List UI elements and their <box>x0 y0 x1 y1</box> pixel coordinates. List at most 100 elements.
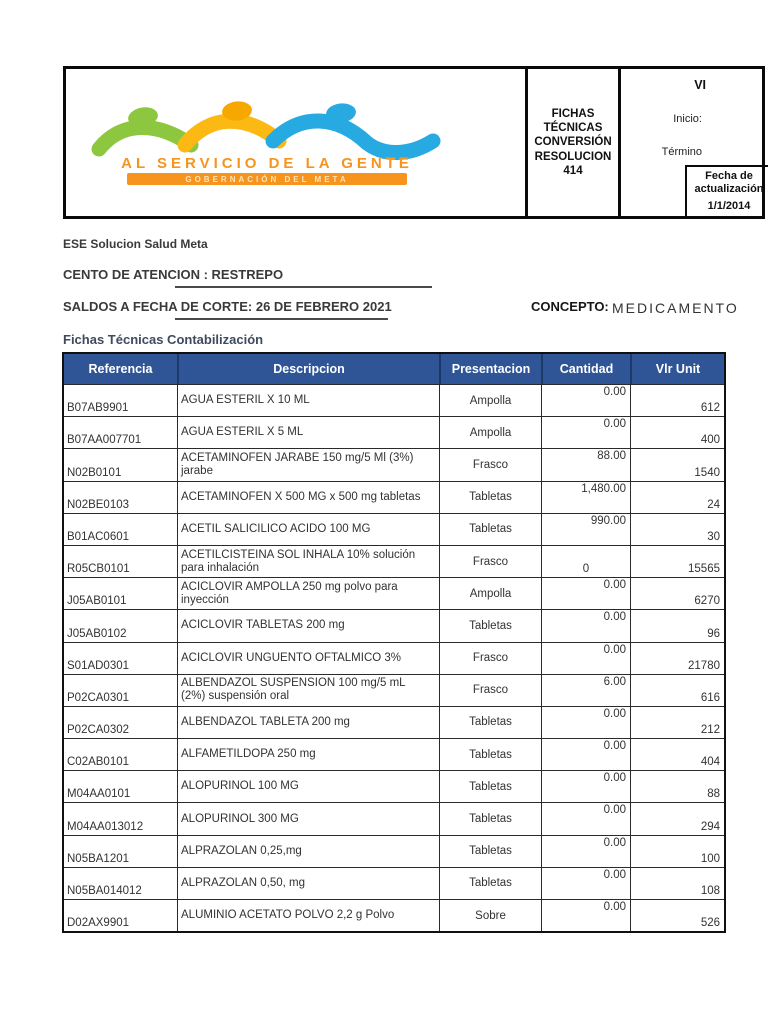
descripcion-text: ACETAMINOFEN X 500 MG x 500 mg tabletas <box>181 490 421 503</box>
cell-cantidad: 1,480.00 <box>541 480 630 513</box>
vlr-unit-value: 96 <box>707 627 720 640</box>
cell-referencia: P02CA0301 <box>64 673 177 706</box>
cell-descripcion: ALBENDAZOL TABLETA 200 mg <box>177 705 439 739</box>
descripcion-text: AGUA ESTERIL X 5 ML <box>181 426 304 439</box>
vlr-unit-value: 212 <box>700 724 720 737</box>
cell-referencia: M04AA013012 <box>64 802 177 834</box>
descripcion-text: ACETILCISTEINA SOL INHALA 10% solución p… <box>181 548 416 574</box>
descripcion-text: ALFAMETILDOPA 250 mg <box>181 748 316 761</box>
cell-cantidad: 0.00 <box>541 899 630 932</box>
cell-vlr-unit: 30 <box>630 512 724 545</box>
cell-cantidad: 0.00 <box>541 641 630 674</box>
cell-presentacion: Ampolla <box>439 384 541 417</box>
cell-referencia: B07AB9901 <box>64 384 177 416</box>
cell-descripcion: ACICLOVIR TABLETAS 200 mg <box>177 609 439 642</box>
saldos-underline <box>175 318 388 320</box>
fichas-line: 414 <box>563 165 583 178</box>
cell-referencia: B07AA007701 <box>64 416 177 448</box>
cell-descripcion: ALFAMETILDOPA 250 mg <box>177 738 439 771</box>
vlr-unit-value: 24 <box>707 498 720 511</box>
cell-descripcion: ACETAMINOFEN JARABE 150 mg/5 Ml (3%) jar… <box>177 448 439 481</box>
cell-cantidad: 0.00 <box>541 416 630 449</box>
vlr-unit-value: 21780 <box>688 659 720 672</box>
cell-presentacion: Tabletas <box>439 866 541 899</box>
cell-vlr-unit: 612 <box>630 384 724 417</box>
logo-slogan: AL SERVICIO DE LA GENTE <box>121 155 413 172</box>
fecha-actualizacion-box: Fecha de actualización 1/1/2014 <box>685 165 768 216</box>
cell-vlr-unit: 88 <box>630 770 724 803</box>
cell-descripcion: ALPRAZOLAN 0,25,mg <box>177 834 439 867</box>
cell-cantidad: 0.00 <box>541 834 630 867</box>
descripcion-text: ALOPURINOL 300 MG <box>181 812 299 825</box>
letterhead-right-cell: VI Inicio: Término Fecha de actualizació… <box>621 69 768 216</box>
vigencia-truncated-label: VI <box>694 78 706 92</box>
cantidad-value: 0.00 <box>603 804 626 817</box>
vlr-unit-value: 404 <box>700 756 720 769</box>
column-header-presentacion: Presentacion <box>439 354 541 384</box>
cell-referencia: C02AB0101 <box>64 738 177 770</box>
column-header-referencia: Referencia <box>64 354 177 384</box>
concepto-value: MEDICAMENTO <box>612 300 739 316</box>
cantidad-value: 0.00 <box>603 418 626 431</box>
cantidad-value: 990.00 <box>590 514 626 527</box>
cell-presentacion: Tabletas <box>439 770 541 803</box>
centro-atencion-line: CENTO DE ATENCION : RESTREPO <box>63 267 284 282</box>
fecha-actualizacion-label: Fecha de actualización <box>694 170 764 195</box>
cantidad-value: 0.00 <box>603 643 626 656</box>
descripcion-text: ALBENDAZOL TABLETA 200 mg <box>181 716 350 729</box>
cell-vlr-unit: 96 <box>630 609 724 642</box>
cantidad-value: 0.00 <box>603 901 626 913</box>
cell-referencia: S01AD0301 <box>64 641 177 674</box>
cantidad-value: 0.00 <box>603 836 626 849</box>
vlr-unit-value: 294 <box>700 820 720 833</box>
vlr-unit-value: 1540 <box>694 466 720 479</box>
cell-cantidad: 0 <box>541 544 630 578</box>
cell-referencia: J05AB0101 <box>64 577 177 609</box>
vlr-unit-value: 15565 <box>688 563 720 576</box>
cell-descripcion: AGUA ESTERIL X 5 ML <box>177 416 439 449</box>
cantidad-value: 0.00 <box>603 386 626 398</box>
inicio-label: Inicio: <box>673 113 702 125</box>
cell-cantidad: 0.00 <box>541 866 630 899</box>
cell-presentacion: Ampolla <box>439 577 541 610</box>
cantidad-value: 0 <box>582 563 590 576</box>
cell-descripcion: ACETIL SALICILICO ACIDO 100 MG <box>177 512 439 545</box>
descripcion-text: AGUA ESTERIL X 10 ML <box>181 394 310 407</box>
cell-vlr-unit: 21780 <box>630 641 724 674</box>
centro-underline <box>175 286 432 288</box>
cell-vlr-unit: 1540 <box>630 448 724 481</box>
fichas-line: TÉCNICAS <box>543 121 603 134</box>
cell-cantidad: 0.00 <box>541 384 630 417</box>
cantidad-value: 0.00 <box>603 707 626 720</box>
descripcion-text: ALPRAZOLAN 0,50, mg <box>181 876 305 889</box>
descripcion-text: ACICLOVIR AMPOLLA 250 mg polvo para inye… <box>181 580 398 606</box>
column-header-descripcion: Descripcion <box>177 354 439 384</box>
cell-presentacion: Sobre <box>439 899 541 932</box>
vlr-unit-value: 616 <box>700 691 720 704</box>
cell-cantidad: 6.00 <box>541 673 630 706</box>
vlr-unit-value: 108 <box>700 885 720 897</box>
cell-presentacion: Frasco <box>439 544 541 578</box>
entity-name: ESE Solucion Salud Meta <box>63 237 208 251</box>
cell-presentacion: Tabletas <box>439 512 541 545</box>
descripcion-text: ALUMINIO ACETATO POLVO 2,2 g Polvo <box>181 909 395 922</box>
inventory-table: Referencia Descripcion Presentacion Cantida… <box>62 352 726 934</box>
cell-referencia: N05BA1201 <box>64 834 177 867</box>
cell-vlr-unit: 404 <box>630 738 724 771</box>
descripcion-text: ACETAMINOFEN JARABE 150 mg/5 Ml (3%) jar… <box>181 452 414 477</box>
cell-cantidad: 0.00 <box>541 577 630 610</box>
cell-descripcion: ALOPURINOL 300 MG <box>177 802 439 835</box>
vlr-unit-value: 400 <box>700 434 720 447</box>
cell-cantidad: 0.00 <box>541 738 630 771</box>
cell-presentacion: Tabletas <box>439 609 541 642</box>
letterhead: AL SERVICIO DE LA GENTE GOBERNACIÓN DEL … <box>63 66 768 219</box>
column-header-cantidad: Cantidad <box>541 354 630 384</box>
cell-presentacion: Tabletas <box>439 738 541 771</box>
cell-descripcion: AGUA ESTERIL X 10 ML <box>177 384 439 417</box>
people-swoosh-logo-icon <box>91 101 441 161</box>
descripcion-text: ACICLOVIR UNGUENTO OFTALMICO 3% <box>181 651 402 664</box>
cell-vlr-unit: 400 <box>630 416 724 449</box>
cell-referencia: N02BE0103 <box>64 480 177 513</box>
cell-descripcion: ALBENDAZOL SUSPENSION 100 mg/5 mL (2%) s… <box>177 673 439 706</box>
